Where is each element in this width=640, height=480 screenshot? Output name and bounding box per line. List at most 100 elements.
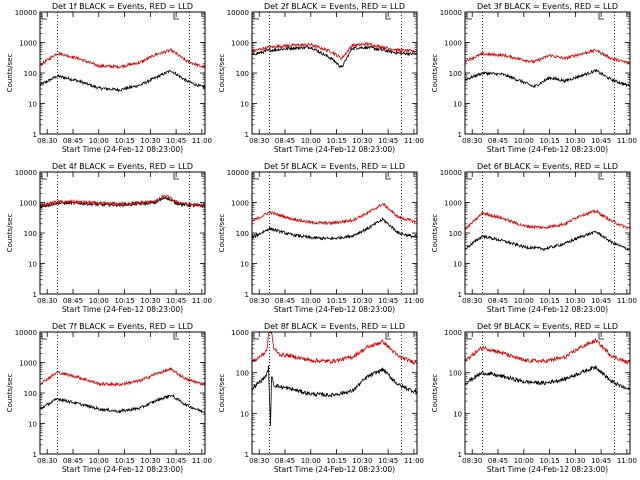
y-tick-label: 1 [33,131,37,139]
plot-frame [39,11,206,135]
y-tick-label: 10 [453,261,462,269]
panel-title: Det 7f BLACK = Events, RED = LLD [52,322,193,331]
x-tick-label: 08:45 [275,297,295,305]
y-axis-label: Counts/sec [431,54,439,93]
y-tick-label: 1 [245,291,249,299]
x-tick-label: 11:00 [404,297,424,305]
x-tick-label: 08:45 [488,457,508,465]
y-tick-label: 100 [24,70,37,78]
x-tick-label: 10:15 [539,457,559,465]
y-axis-label: Counts/sec [6,214,14,253]
panel-title: Det 1f BLACK = Events, RED = LLD [52,2,193,11]
y-tick-label: 1000 [19,360,37,368]
x-tick-label: 10:15 [114,297,134,305]
series-lld-line [465,337,630,365]
x-tick-label: 11:00 [617,457,637,465]
y-tick-label: 10 [28,421,37,429]
corner-marker [41,13,47,20]
corner-marker [41,333,47,340]
x-tick-label: 10:30 [565,137,585,145]
plot-panel-9: Det 9f BLACK = Events, RED = LLD 1 10 100 10… [431,322,637,474]
x-tick-label: 08:30 [462,457,482,465]
y-tick-label: 100 [236,230,249,238]
corner-marker [173,333,179,340]
y-tick-label: 10 [240,261,249,269]
corner-marker [253,333,259,340]
y-tick-label: 1 [458,291,462,299]
x-tick-label: 08:30 [462,297,482,305]
x-tick-label: 11:00 [404,137,424,145]
plot-panel-3: Det 3f BLACK = Events, RED = LLD 1 10 100 10… [431,2,637,154]
y-tick-label: 10 [453,101,462,109]
series-events-line [40,196,205,210]
x-tick-label: 08:45 [488,297,508,305]
x-tick-label: 11:00 [404,457,424,465]
series-lld-line [465,48,630,65]
x-tick-label: 10:45 [591,297,611,305]
series-events-line [252,216,417,241]
x-tick-label: 10:15 [326,297,346,305]
x-tick-label: 08:45 [275,457,295,465]
x-tick-label: 10:00 [89,457,109,465]
y-tick-label: 10000 [440,169,462,177]
corner-marker [598,173,604,180]
x-axis-label: Start Time (24-Feb-12 08:23:00) [62,465,183,474]
panel-title: Det 3f BLACK = Events, RED = LLD [477,2,618,11]
plot-panel-1: Det 1f BLACK = Events, RED = LLD 1 10 100 10… [6,2,212,154]
x-axis-label: Start Time (24-Feb-12 08:23:00) [274,145,395,154]
corner-marker [466,13,472,20]
series-lld-line [40,367,205,387]
plot-panel-8: Det 8f BLACK = Events, RED = LLD 1 10 100 10… [218,322,424,474]
y-tick-label: 1 [458,451,462,459]
x-axis-label: Start Time (24-Feb-12 08:23:00) [62,145,183,154]
x-tick-label: 11:00 [192,137,212,145]
y-tick-label: 10 [28,101,37,109]
plot-frame [39,171,206,295]
y-axis-label: Counts/sec [218,214,226,253]
x-axis-label: Start Time (24-Feb-12 08:23:00) [62,305,183,314]
x-tick-label: 10:30 [352,137,372,145]
x-tick-label: 10:45 [591,457,611,465]
series-events-line [252,45,417,69]
x-tick-label: 10:00 [514,137,534,145]
y-tick-label: 10000 [15,9,37,17]
x-tick-label: 08:30 [37,137,57,145]
y-tick-label: 1000 [444,329,462,337]
x-tick-label: 10:00 [89,297,109,305]
y-tick-label: 100 [24,390,37,398]
corner-marker [466,333,472,340]
corner-marker [253,173,259,180]
y-tick-label: 1000 [231,200,249,208]
x-tick-label: 10:15 [326,457,346,465]
y-tick-label: 10 [240,410,249,418]
plot-frame [251,171,418,295]
y-tick-label: 10000 [440,9,462,17]
y-tick-label: 1000 [19,40,37,48]
series-events-line [465,68,630,89]
corner-marker [385,333,391,340]
x-tick-label: 10:30 [140,297,160,305]
x-tick-label: 10:30 [565,297,585,305]
x-tick-label: 10:45 [378,457,398,465]
panel-title: Det 9f BLACK = Events, RED = LLD [477,322,618,331]
plot-panel-2: Det 2f BLACK = Events, RED = LLD 1 10 100 10… [218,2,424,154]
y-axis-label: Counts/sec [6,374,14,413]
plot-panel-7: Det 7f BLACK = Events, RED = LLD 1 10 100 10… [6,322,212,474]
plot-frame [251,331,418,455]
y-tick-label: 100 [236,370,249,378]
y-tick-label: 100 [449,230,462,238]
y-tick-label: 100 [24,230,37,238]
x-axis-label: Start Time (24-Feb-12 08:23:00) [274,305,395,314]
x-tick-label: 10:00 [301,457,321,465]
plot-frame [464,171,631,295]
x-tick-label: 11:00 [617,297,637,305]
corner-marker [253,13,259,20]
x-tick-label: 10:15 [114,137,134,145]
y-tick-label: 1000 [231,329,249,337]
plot-panel-4: Det 4f BLACK = Events, RED = LLD 1 10 100 10… [6,162,212,314]
panel-title: Det 6f BLACK = Events, RED = LLD [477,162,618,171]
x-tick-label: 10:45 [166,137,186,145]
series-events-line [465,365,630,391]
x-tick-label: 10:15 [114,457,134,465]
